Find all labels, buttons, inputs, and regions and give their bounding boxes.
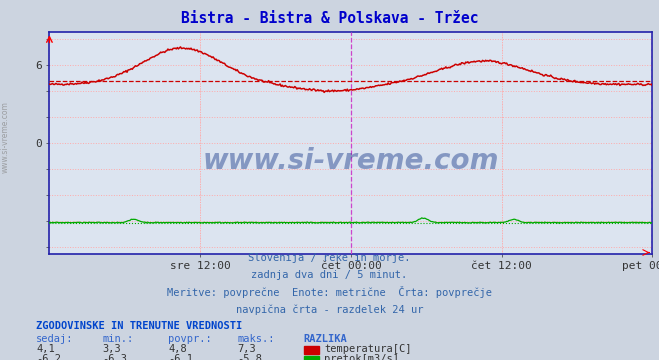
Text: -6,3: -6,3 (102, 354, 127, 360)
Text: 7,3: 7,3 (237, 344, 256, 354)
Text: -6,1: -6,1 (168, 354, 193, 360)
Text: temperatura[C]: temperatura[C] (324, 344, 412, 354)
Text: 3,3: 3,3 (102, 344, 121, 354)
Text: -6,2: -6,2 (36, 354, 61, 360)
Text: Slovenija / reke in morje.: Slovenija / reke in morje. (248, 253, 411, 263)
Text: sedaj:: sedaj: (36, 334, 74, 344)
Text: navpična črta - razdelek 24 ur: navpična črta - razdelek 24 ur (236, 304, 423, 315)
Text: 4,1: 4,1 (36, 344, 55, 354)
Text: www.si-vreme.com: www.si-vreme.com (203, 147, 499, 175)
Text: -5,8: -5,8 (237, 354, 262, 360)
Text: povpr.:: povpr.: (168, 334, 212, 344)
Text: RAZLIKA: RAZLIKA (303, 334, 347, 344)
Text: zadnja dva dni / 5 minut.: zadnja dva dni / 5 minut. (251, 270, 408, 280)
Text: Meritve: povprečne  Enote: metrične  Črta: povprečje: Meritve: povprečne Enote: metrične Črta:… (167, 285, 492, 298)
Text: Bistra - Bistra & Polskava - Tržec: Bistra - Bistra & Polskava - Tržec (181, 11, 478, 26)
Text: pretok[m3/s]: pretok[m3/s] (324, 354, 399, 360)
Text: min.:: min.: (102, 334, 133, 344)
Text: 4,8: 4,8 (168, 344, 186, 354)
Text: ZGODOVINSKE IN TRENUTNE VREDNOSTI: ZGODOVINSKE IN TRENUTNE VREDNOSTI (36, 321, 243, 332)
Text: www.si-vreme.com: www.si-vreme.com (1, 101, 10, 173)
Text: maks.:: maks.: (237, 334, 275, 344)
